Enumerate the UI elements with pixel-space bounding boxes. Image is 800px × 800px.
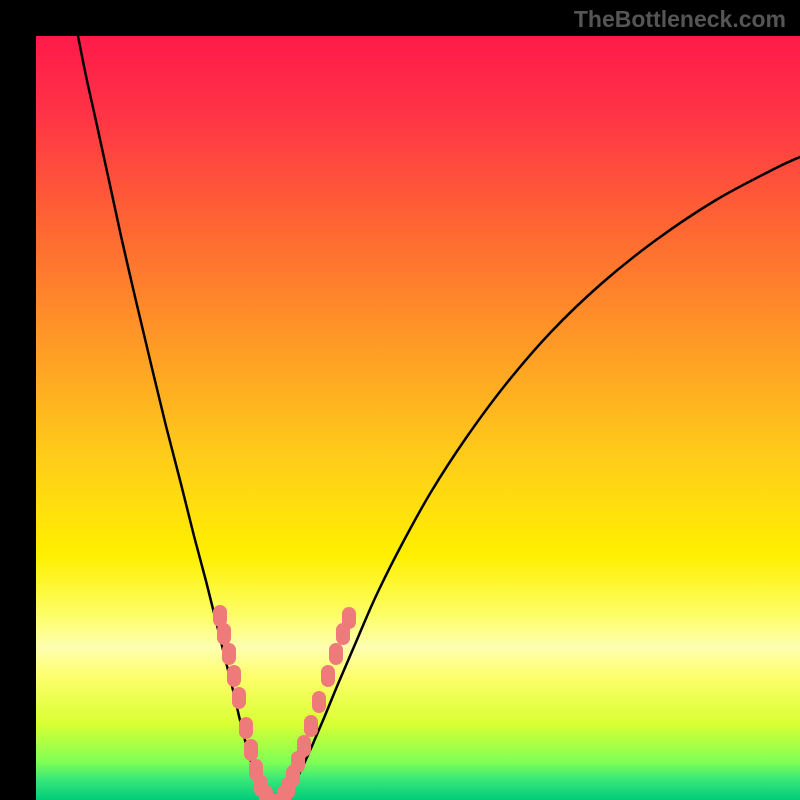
markers-right-point [329, 643, 343, 665]
plot-area [36, 36, 800, 800]
markers-right-point [304, 715, 318, 737]
markers-left-point [244, 739, 258, 761]
markers-right [277, 607, 356, 800]
watermark-text: TheBottleneck.com [574, 6, 786, 33]
markers-left-point [217, 623, 231, 645]
markers-bottom-point [268, 794, 288, 800]
markers-right-point [342, 607, 356, 629]
markers-right-point [321, 665, 335, 687]
right-curve [284, 157, 800, 798]
markers-left-point [239, 717, 253, 739]
markers-right-point [297, 735, 311, 757]
markers-left-point [227, 665, 241, 687]
markers-left [213, 605, 273, 800]
markers-right-point [312, 691, 326, 713]
curve-layer [36, 36, 800, 800]
markers-bottom [260, 794, 288, 800]
markers-left-point [232, 687, 246, 709]
markers-left-point [222, 643, 236, 665]
